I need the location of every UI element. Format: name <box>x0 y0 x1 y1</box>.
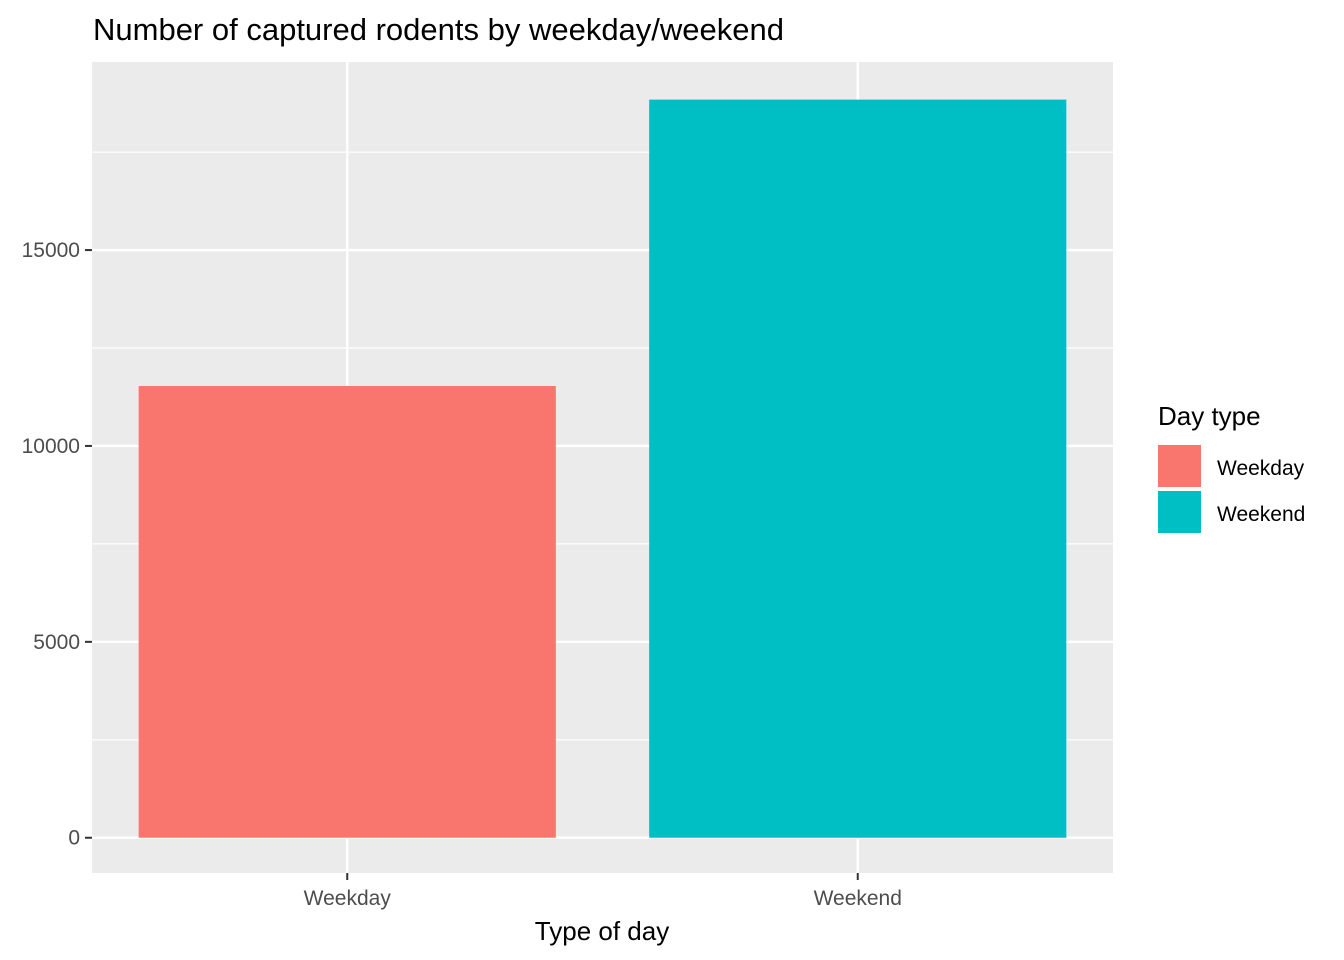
legend-swatch-weekday <box>1158 445 1201 487</box>
bar-weekday <box>138 386 556 838</box>
legend-title: Day type <box>1158 401 1261 431</box>
x-tick-label: Weekday <box>304 887 392 910</box>
axes: 0 5000 10000 15000 Weekday Weekend <box>22 239 902 910</box>
chart-title: Number of captured rodents by weekday/we… <box>93 12 784 47</box>
x-axis-title: Type of day <box>535 916 669 946</box>
y-tick-label: 15000 <box>22 239 80 262</box>
legend-label-weekday: Weekday <box>1217 457 1305 480</box>
legend: Day type Weekday Weekend <box>1158 401 1305 533</box>
y-tick-label: 10000 <box>22 435 80 458</box>
legend-swatch-weekend <box>1158 491 1201 533</box>
y-tick-label: 5000 <box>33 631 80 654</box>
bar-weekend <box>649 99 1067 838</box>
x-tick-label: Weekend <box>814 887 902 910</box>
legend-label-weekend: Weekend <box>1217 503 1305 526</box>
y-tick-label: 0 <box>68 827 80 850</box>
bars <box>138 99 1067 838</box>
